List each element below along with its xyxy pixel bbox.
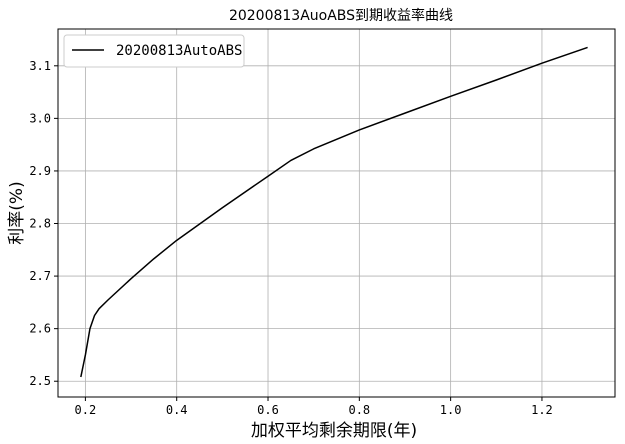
- y-tick-label: 2.6: [29, 322, 51, 336]
- grid-lines: [58, 29, 615, 397]
- y-tick-label: 3.1: [29, 59, 51, 73]
- legend-label: 20200813AutoABS: [116, 43, 242, 59]
- chart-title: 20200813AuoABS到期收益率曲线: [229, 7, 453, 24]
- y-tick-label: 2.5: [29, 374, 51, 388]
- series-line: [80, 46, 588, 378]
- y-tick-label: 3.0: [29, 111, 51, 125]
- y-axis-label: 利率(%): [7, 181, 27, 244]
- series-layer: [80, 46, 588, 378]
- x-tick-label: 0.2: [75, 403, 97, 417]
- x-tick-label: 1.2: [531, 403, 553, 417]
- x-tick-label: 0.8: [348, 403, 370, 417]
- legend: 20200813AutoABS: [63, 34, 245, 68]
- axis-ticks: 0.2 0.4 0.6 0.8 1.0 1.2 2.5 2.6 2.7 2.8 2.9 3.0 3.1: [29, 59, 552, 417]
- y-tick-label: 2.7: [29, 269, 51, 283]
- y-tick-label: 2.9: [29, 164, 51, 178]
- legend-box: [63, 34, 245, 68]
- plot-frame: [57, 28, 616, 398]
- x-axis-label: 加权平均剩余期限(年): [251, 421, 417, 441]
- y-tick-label: 2.8: [29, 217, 51, 231]
- x-tick-label: 0.6: [257, 403, 279, 417]
- x-tick-label: 1.0: [440, 403, 462, 417]
- x-tick-label: 0.4: [166, 403, 188, 417]
